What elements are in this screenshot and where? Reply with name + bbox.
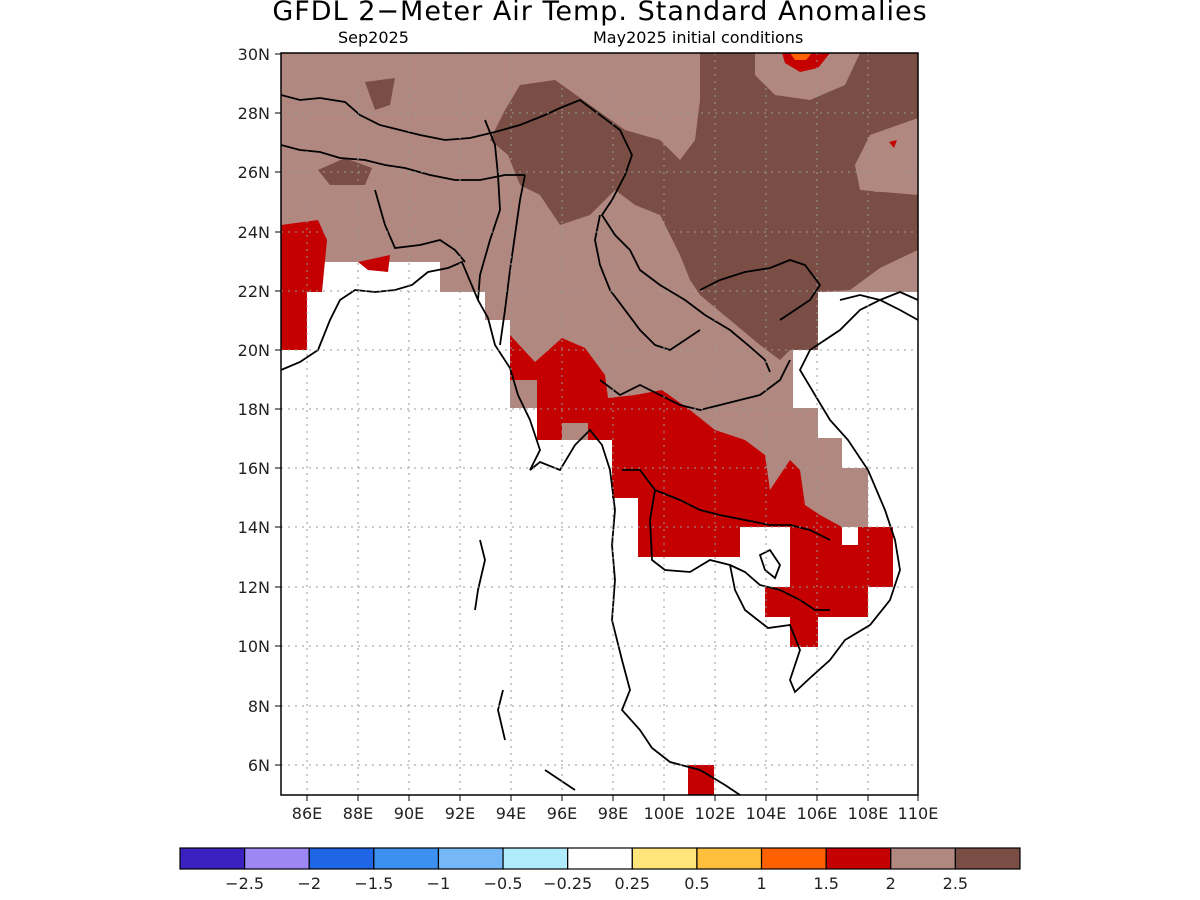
lat-label: 24N	[238, 223, 270, 242]
colorbar-label: −2	[297, 874, 321, 893]
lat-label: 14N	[238, 518, 270, 537]
latitude-labels: 6N 8N 10N 12N 14N 16N 18N 20N 22N 24N 26…	[238, 45, 270, 775]
lon-label: 100E	[644, 804, 685, 823]
anomaly-patch-orange	[790, 53, 812, 60]
colorbar-swatch	[631, 847, 698, 870]
anomaly-patch-light	[870, 250, 918, 292]
lat-label: 16N	[238, 459, 270, 478]
lat-label: 30N	[238, 45, 270, 64]
colorbar-swatch	[760, 847, 827, 870]
colorbar-swatch	[954, 847, 1021, 870]
lat-label: 12N	[238, 578, 270, 597]
no-anomaly-area	[740, 527, 790, 617]
lon-label: 98E	[598, 804, 628, 823]
colorbar-label: 2	[886, 874, 896, 893]
colorbar-swatch	[179, 847, 246, 870]
colorbar	[179, 847, 1021, 870]
colorbar-label: 0.25	[614, 874, 650, 893]
lon-label: 110E	[898, 804, 939, 823]
lat-label: 22N	[238, 282, 270, 301]
colorbar-label: 2.5	[943, 874, 968, 893]
lat-label: 6N	[248, 756, 270, 775]
lat-label: 10N	[238, 637, 270, 656]
colorbar-swatch	[373, 847, 440, 870]
initial-conditions: May2025 initial conditions	[593, 28, 804, 47]
axis-ticks	[275, 53, 919, 801]
colorbar-label: 0.5	[684, 874, 709, 893]
colorbar-label: 1.5	[813, 874, 838, 893]
anomaly-patch-red	[358, 255, 390, 272]
anomaly-fields	[281, 53, 918, 795]
anomaly-region-red	[510, 335, 893, 647]
longitude-labels: 86E 88E 90E 92E 94E 96E 98E 100E 102E 10…	[292, 804, 939, 823]
lon-label: 104E	[746, 804, 787, 823]
colorbar-swatch	[696, 847, 763, 870]
colorbar-swatch	[244, 847, 310, 870]
lat-label: 8N	[248, 697, 270, 716]
anomaly-patch-red	[688, 765, 714, 795]
lat-label: 20N	[238, 341, 270, 360]
colorbar-swatch	[567, 847, 633, 870]
colorbar-label: −2.5	[225, 874, 264, 893]
coastlines-borders	[281, 94, 918, 795]
map-title: GFDL 2−Meter Air Temp. Standard Anomalie…	[272, 0, 928, 27]
anomaly-region-red	[281, 220, 327, 350]
colorbar-label: −0.25	[543, 874, 592, 893]
colorbar-label: 1	[756, 874, 766, 893]
colorbar-swatch	[502, 847, 569, 870]
anomaly-region-dark-brown	[490, 53, 918, 360]
lon-label: 106E	[797, 804, 838, 823]
colorbar-swatch	[308, 847, 375, 870]
anomaly-patch-light	[755, 53, 860, 100]
anomaly-patch-red	[889, 140, 897, 148]
anomaly-patch-light	[860, 125, 918, 192]
map-frame	[280, 52, 919, 796]
colorbar-swatch	[437, 847, 504, 870]
lat-label: 28N	[238, 104, 270, 123]
forecast-month: Sep2025	[338, 28, 409, 47]
graticule	[281, 53, 918, 795]
lon-label: 88E	[343, 804, 373, 823]
lon-label: 108E	[848, 804, 889, 823]
lon-label: 96E	[547, 804, 577, 823]
colorbar-label: −1.5	[354, 874, 393, 893]
colorbar-labels: −2.5 −2 −1.5 −1 −0.5 −0.25 0.25 0.5 1 1.5 2 2.5	[225, 874, 968, 893]
lat-label: 26N	[238, 163, 270, 182]
lon-label: 94E	[496, 804, 526, 823]
colorbar-label: −1	[427, 874, 451, 893]
lat-label: 18N	[238, 400, 270, 419]
lon-label: 90E	[394, 804, 424, 823]
anomaly-patch-dark	[365, 78, 395, 110]
colorbar-swatch	[825, 847, 892, 870]
colorbar-label: −0.5	[484, 874, 523, 893]
lon-label: 102E	[695, 804, 736, 823]
colorbar-swatch	[890, 847, 956, 870]
lon-label: 92E	[445, 804, 475, 823]
lon-label: 86E	[292, 804, 322, 823]
